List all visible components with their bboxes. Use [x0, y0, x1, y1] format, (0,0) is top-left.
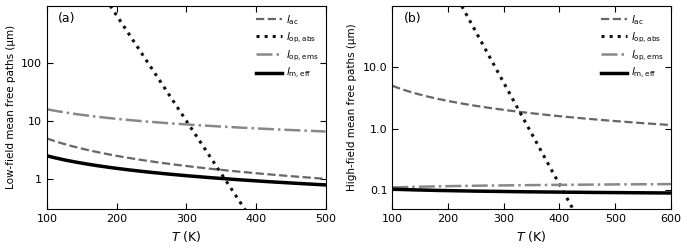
X-axis label: $T$ (K): $T$ (K): [171, 230, 201, 244]
Legend: $l_{\rm ac}$, $l_{\rm op,abs}$, $l_{\rm op,ems}$, $l_{\rm m,eff}$: $l_{\rm ac}$, $l_{\rm op,abs}$, $l_{\rm …: [597, 9, 668, 86]
X-axis label: $T$ (K): $T$ (K): [517, 230, 547, 244]
Legend: $l_{\rm ac}$, $l_{\rm op,abs}$, $l_{\rm op,ems}$, $l_{\rm m,eff}$: $l_{\rm ac}$, $l_{\rm op,abs}$, $l_{\rm …: [251, 9, 322, 86]
Y-axis label: Low-field mean free paths (μm): Low-field mean free paths (μm): [5, 25, 16, 189]
Text: (b): (b): [403, 12, 421, 25]
Text: (a): (a): [58, 12, 76, 25]
Y-axis label: High-field mean free paths (μm): High-field mean free paths (μm): [347, 24, 357, 191]
